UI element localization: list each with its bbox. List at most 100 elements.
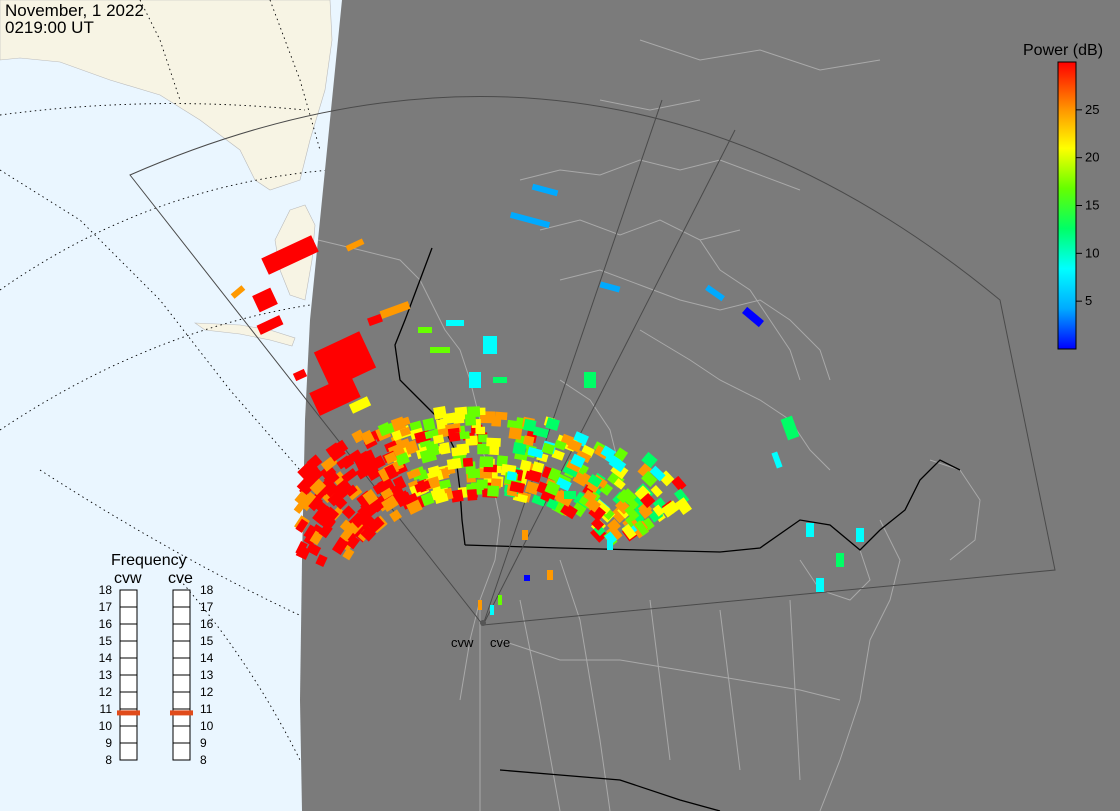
backscatter-cell bbox=[301, 461, 319, 478]
frequency-label-left: 18 bbox=[99, 583, 113, 597]
backscatter-cell bbox=[439, 442, 451, 455]
backscatter-cell bbox=[377, 477, 393, 491]
frequency-label-right: 10 bbox=[200, 719, 214, 733]
backscatter-cell bbox=[392, 475, 407, 491]
backscatter-cell bbox=[610, 507, 627, 524]
backscatter-cell bbox=[616, 488, 631, 504]
backscatter-cell bbox=[491, 416, 502, 427]
backscatter-cell bbox=[551, 449, 565, 461]
backscatter-cell bbox=[308, 495, 324, 512]
frequency-label-left: 15 bbox=[99, 634, 113, 648]
frequency-col-cvw: cvw bbox=[114, 570, 142, 587]
backscatter-cell bbox=[359, 512, 375, 529]
frequency-label-right: 15 bbox=[200, 634, 214, 648]
backscatter-cell bbox=[532, 426, 549, 439]
backscatter-cell bbox=[671, 475, 687, 492]
backscatter-cell bbox=[342, 547, 355, 561]
backscatter-cell bbox=[546, 498, 559, 511]
backscatter-cell bbox=[666, 500, 680, 514]
backscatter-cell bbox=[498, 595, 502, 605]
backscatter-cell bbox=[345, 238, 365, 252]
backscatter-cells bbox=[230, 183, 864, 615]
frequency-label-left: 14 bbox=[99, 651, 113, 665]
backscatter-cell bbox=[331, 536, 349, 555]
backscatter-cell bbox=[318, 523, 333, 539]
backscatter-cell bbox=[403, 492, 419, 506]
frequency-label-right: 13 bbox=[200, 668, 214, 682]
backscatter-cell bbox=[380, 487, 394, 500]
backscatter-cell bbox=[355, 465, 372, 480]
backscatter-cell bbox=[571, 502, 587, 518]
backscatter-cell bbox=[478, 434, 488, 443]
backscatter-cell bbox=[309, 530, 324, 546]
backscatter-cell bbox=[351, 512, 368, 529]
backscatter-cell bbox=[341, 505, 356, 520]
backscatter-cell bbox=[641, 451, 658, 469]
backscatter-cell bbox=[547, 467, 562, 482]
backscatter-cell bbox=[432, 434, 445, 445]
backscatter-cell bbox=[575, 450, 592, 464]
backscatter-cell bbox=[570, 453, 586, 469]
grid-lines bbox=[0, 0, 331, 761]
backscatter-cell bbox=[493, 377, 507, 383]
backscatter-cell bbox=[395, 452, 411, 467]
backscatter-cell bbox=[377, 422, 392, 437]
backscatter-cell bbox=[524, 468, 542, 483]
backscatter-cell bbox=[606, 525, 623, 543]
backscatter-cell bbox=[624, 505, 640, 521]
radar-site-label-cve: cve bbox=[490, 635, 510, 650]
backscatter-cell bbox=[464, 413, 477, 426]
backscatter-cell bbox=[360, 429, 376, 446]
backscatter-cell bbox=[531, 461, 545, 474]
backscatter-cell bbox=[587, 473, 603, 488]
backscatter-cell bbox=[312, 508, 329, 526]
day-land bbox=[0, 0, 333, 191]
date-label: November, 1 2022 bbox=[5, 1, 144, 20]
backscatter-cell bbox=[531, 183, 559, 197]
frequency-label-left: 10 bbox=[99, 719, 113, 733]
backscatter-cell bbox=[531, 494, 547, 507]
backscatter-cell bbox=[450, 489, 464, 503]
frequency-label-left: 11 bbox=[100, 702, 113, 716]
backscatter-cell bbox=[389, 509, 403, 523]
backscatter-cell bbox=[522, 530, 528, 540]
backscatter-cell bbox=[541, 442, 555, 455]
backscatter-cell bbox=[836, 553, 844, 567]
backscatter-cell bbox=[523, 435, 535, 446]
frequency-label-left: 13 bbox=[99, 668, 113, 682]
backscatter-cell bbox=[523, 418, 537, 432]
backscatter-cell bbox=[339, 519, 352, 532]
frequency-title: Frequency bbox=[111, 552, 187, 569]
backscatter-cell bbox=[483, 336, 497, 354]
backscatter-cell bbox=[607, 518, 621, 533]
backscatter-cell bbox=[384, 451, 398, 465]
backscatter-cell bbox=[467, 468, 481, 479]
colorbar: Power (dB) 5 10 15 20 25 bbox=[1023, 42, 1103, 350]
backscatter-cell bbox=[351, 429, 366, 444]
backscatter-cell bbox=[544, 480, 561, 496]
backscatter-cell bbox=[336, 480, 354, 499]
colorbar-tick-label: 20 bbox=[1085, 150, 1099, 165]
backscatter-cell bbox=[607, 540, 613, 550]
backscatter-cell bbox=[434, 493, 449, 504]
backscatter-cell bbox=[490, 605, 494, 615]
backscatter-cell bbox=[509, 211, 551, 229]
backscatter-cell bbox=[705, 284, 725, 302]
backscatter-cell bbox=[742, 306, 764, 328]
backscatter-cell bbox=[309, 478, 327, 496]
backscatter-cell bbox=[771, 451, 783, 469]
backscatter-cell bbox=[346, 485, 363, 501]
backscatter-cell bbox=[581, 444, 595, 457]
backscatter-cell bbox=[641, 470, 658, 488]
backscatter-cell bbox=[560, 502, 578, 520]
backscatter-cell bbox=[256, 315, 284, 335]
night-region bbox=[300, 0, 1120, 811]
backscatter-cell bbox=[404, 439, 419, 455]
backscatter-cell bbox=[419, 448, 438, 464]
frequency-marker-cvw bbox=[117, 710, 140, 716]
backscatter-cell bbox=[640, 517, 655, 532]
radar-site-marker bbox=[480, 620, 486, 626]
frequency-label-right: 9 bbox=[200, 736, 207, 750]
backscatter-cell bbox=[572, 471, 589, 487]
